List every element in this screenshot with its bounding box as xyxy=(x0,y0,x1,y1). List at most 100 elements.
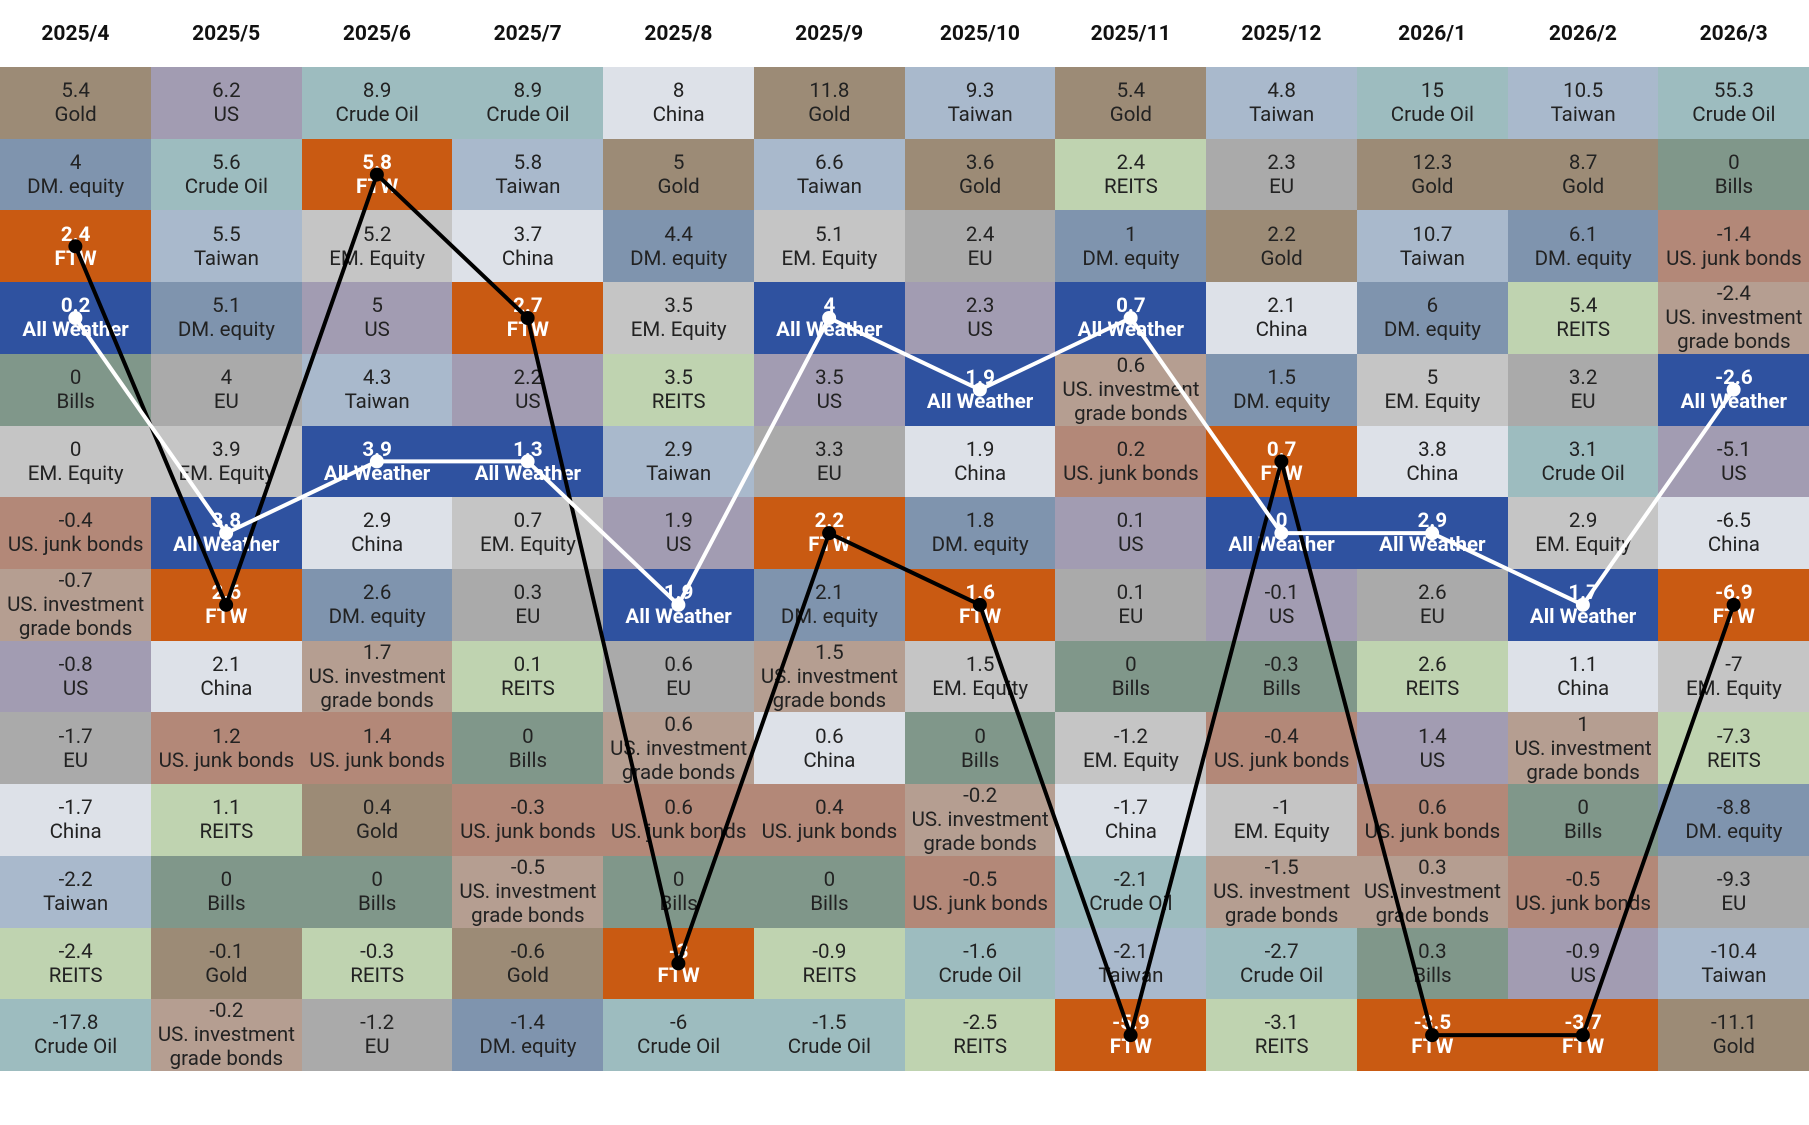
cell-asset: Taiwan xyxy=(193,246,259,271)
asset-cell: -2.6 All Weather xyxy=(1658,353,1809,427)
cell-asset: REITS xyxy=(199,820,254,845)
asset-cell: 3.5 US xyxy=(753,353,905,427)
cell-value: 0 xyxy=(823,867,836,892)
column-header: 2025/11 xyxy=(1090,21,1171,46)
cell-asset: EM. Equity xyxy=(178,461,275,486)
cell-asset: EM. Equity xyxy=(479,533,576,558)
cell-asset: EU xyxy=(1118,605,1144,630)
asset-cell: 5 US xyxy=(301,282,453,355)
cell-asset: Taiwan xyxy=(1098,963,1164,988)
asset-cell: 4.3 Taiwan xyxy=(301,353,453,427)
cell-value: 6.6 xyxy=(815,150,844,175)
asset-cell: 0 All Weather xyxy=(1206,497,1358,570)
asset-cell: -0.1 Gold xyxy=(150,927,302,1000)
asset-cell: -2.4 US. investment grade bonds xyxy=(1658,282,1809,355)
cell-asset: EM. Equity xyxy=(932,676,1029,701)
cell-asset: Bills xyxy=(1413,963,1452,988)
cell-asset: US. investment grade bonds xyxy=(610,736,748,785)
cell-asset: US. junk bonds xyxy=(158,748,295,773)
cell-asset: Crude Oil xyxy=(1240,963,1324,988)
cell-asset: US xyxy=(62,676,89,701)
cell-value: -2.4 xyxy=(58,939,93,964)
asset-cell: 0.6 US. junk bonds xyxy=(603,784,755,857)
cell-value: 0.4 xyxy=(362,796,392,821)
cell-asset: Bills xyxy=(357,891,397,916)
cell-value: -9.3 xyxy=(1716,867,1751,892)
asset-cell: -7 EM. Equity xyxy=(1658,640,1809,713)
cell-asset: US. investment grade bonds xyxy=(459,879,597,928)
asset-cell: 0.7 All Weather xyxy=(1055,282,1207,355)
asset-cell: -10.4 Taiwan xyxy=(1658,927,1809,1000)
cell-value: 4.4 xyxy=(664,222,693,247)
asset-cell: 1.1 REITS xyxy=(150,784,302,857)
cell-asset: All Weather xyxy=(1077,318,1185,343)
cell-asset: All Weather xyxy=(323,461,431,486)
cell-asset: Taiwan xyxy=(1550,103,1616,128)
cell-value: 1.4 xyxy=(1418,724,1447,749)
cell-value: -2.1 xyxy=(1113,939,1148,964)
asset-cell: -2.2 Taiwan xyxy=(0,855,152,929)
cell-value: 6.2 xyxy=(212,79,241,104)
cell-asset: Crude Oil xyxy=(1692,103,1776,128)
asset-cell: 11.8 Gold xyxy=(753,67,905,140)
cell-value: 0.6 xyxy=(664,796,693,821)
asset-cell: -0.9 REITS xyxy=(753,927,905,1000)
cell-value: 4.8 xyxy=(1267,79,1296,104)
cell-value: 0.1 xyxy=(513,652,543,677)
asset-cell: -17.8 Crude Oil xyxy=(0,999,152,1072)
asset-cell: -0.7 US. investment grade bonds xyxy=(0,569,152,642)
cell-asset: US. junk bonds xyxy=(610,820,747,845)
column-header: 2025/4 xyxy=(41,21,110,46)
cell-asset: All Weather xyxy=(776,318,883,343)
cell-asset: US xyxy=(1721,461,1747,486)
asset-cell: 0 Bills xyxy=(753,855,905,929)
cell-value: -3.7 xyxy=(1564,1011,1602,1036)
asset-cell: 5.4 Gold xyxy=(1055,67,1207,140)
cell-value: 1.9 xyxy=(663,581,694,606)
cell-value: 0.7 xyxy=(513,509,543,534)
asset-cell: 10.7 Taiwan xyxy=(1356,210,1508,283)
cell-asset: Crude Oil xyxy=(787,1035,871,1060)
cell-value: 10.7 xyxy=(1412,222,1453,247)
asset-cell: 8.9 Crude Oil xyxy=(452,67,604,140)
cell-asset: Gold xyxy=(657,174,700,199)
column-header: 2025/8 xyxy=(644,21,713,46)
asset-cell: -3.5 FTW xyxy=(1356,999,1508,1072)
cell-asset: Bills xyxy=(56,389,95,414)
cell-asset: US xyxy=(1268,605,1295,630)
asset-cell: -6.9 FTW xyxy=(1658,569,1809,642)
asset-cell: -0.2 US. investment grade bonds xyxy=(904,784,1056,857)
cell-value: 2.2 xyxy=(1267,222,1296,247)
cell-asset: REITS xyxy=(350,963,405,988)
cell-value: 55.3 xyxy=(1713,79,1754,104)
column-header: 2026/3 xyxy=(1699,21,1768,46)
asset-cell: 15 Crude Oil xyxy=(1356,67,1508,140)
cell-value: 1.1 xyxy=(212,796,241,821)
cell-value: -7 xyxy=(1725,652,1743,677)
cell-value: 1.9 xyxy=(664,509,693,534)
asset-cell: -0.5 US. junk bonds xyxy=(1507,855,1659,929)
asset-cell: 4.8 Taiwan xyxy=(1206,67,1358,140)
cell-asset: US xyxy=(515,389,541,414)
cell-value: 1.5 xyxy=(1267,365,1296,390)
cell-value: -1.4 xyxy=(1716,222,1751,247)
cell-value: 3.3 xyxy=(815,437,844,462)
cell-asset: Crude Oil xyxy=(1541,461,1625,486)
cell-value: 1.6 xyxy=(965,581,995,606)
asset-cell: 0.4 US. junk bonds xyxy=(753,784,905,857)
cell-asset: REITS xyxy=(48,963,103,988)
cell-value: 0 xyxy=(69,437,82,462)
cell-value: 2.1 xyxy=(815,581,844,606)
cell-value: -6.9 xyxy=(1715,581,1753,606)
asset-cell: 1.9 All Weather xyxy=(904,353,1056,427)
cell-asset: All Weather xyxy=(1680,389,1788,414)
cell-value: 3.5 xyxy=(664,294,693,319)
cell-value: 2.3 xyxy=(965,294,995,319)
asset-cell: -1.6 Crude Oil xyxy=(904,927,1056,1000)
cell-asset: All Weather xyxy=(926,389,1034,414)
asset-cell: 3.9 All Weather xyxy=(301,425,453,498)
asset-cell: 5.5 Taiwan xyxy=(150,210,302,283)
cell-asset: REITS xyxy=(1556,318,1611,343)
asset-cell: 3.9 EM. Equity xyxy=(150,425,302,498)
cell-value: 0 xyxy=(522,724,534,749)
